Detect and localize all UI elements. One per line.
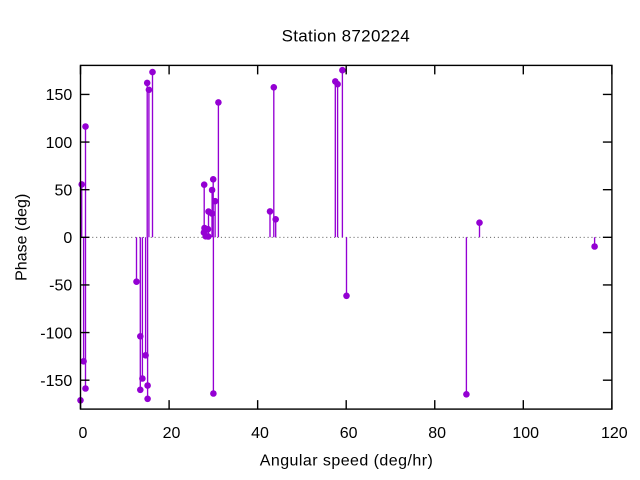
svg-text:150: 150 xyxy=(46,87,73,104)
svg-text:-50: -50 xyxy=(49,278,72,295)
svg-text:100: 100 xyxy=(512,425,539,442)
svg-text:Phase (deg): Phase (deg) xyxy=(14,194,31,281)
svg-text:0: 0 xyxy=(78,425,87,442)
svg-text:40: 40 xyxy=(251,425,269,442)
svg-text:Station 8720224: Station 8720224 xyxy=(282,26,410,45)
svg-text:50: 50 xyxy=(55,182,73,199)
svg-text:60: 60 xyxy=(340,425,358,442)
svg-text:20: 20 xyxy=(163,425,181,442)
svg-text:-100: -100 xyxy=(40,325,72,342)
svg-text:0: 0 xyxy=(63,230,72,247)
svg-text:80: 80 xyxy=(428,425,446,442)
svg-text:100: 100 xyxy=(46,135,73,152)
svg-text:120: 120 xyxy=(601,425,628,442)
svg-text:Angular speed (deg/hr): Angular speed (deg/hr) xyxy=(260,453,434,470)
svg-text:-150: -150 xyxy=(40,373,72,390)
